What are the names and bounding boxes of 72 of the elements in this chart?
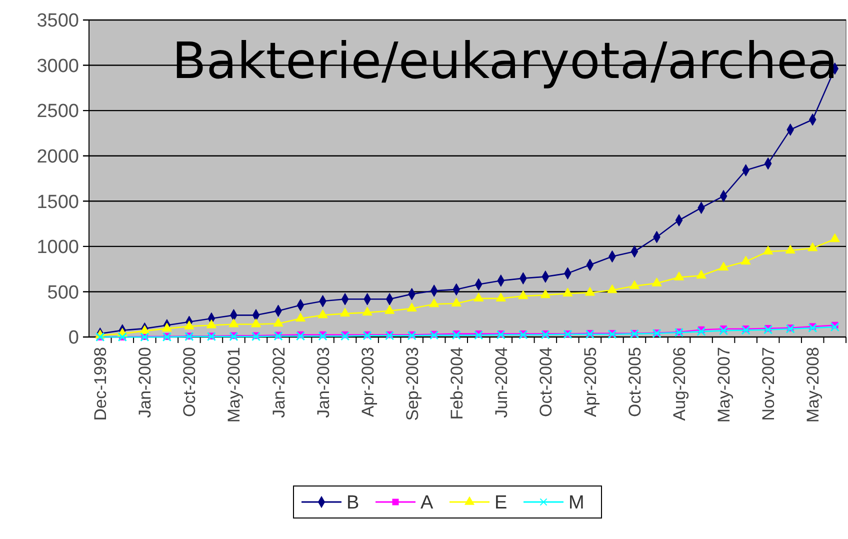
point — [808, 242, 818, 252]
y-tick-label: 500 — [47, 282, 79, 304]
x-tick-label: Apr-2005 — [580, 347, 600, 417]
point — [429, 298, 440, 308]
x-tick-label: Jun-2004 — [492, 347, 511, 418]
x-tick-label: Oct-2004 — [536, 347, 556, 417]
point — [140, 325, 150, 334]
point — [250, 318, 262, 328]
point — [629, 280, 640, 290]
point — [562, 288, 573, 296]
x-tick-label: Jan-2000 — [136, 347, 155, 418]
legend-label: B — [346, 492, 360, 514]
point — [273, 318, 284, 327]
legend-label: M — [568, 492, 584, 514]
x-tick-label: Oct-2005 — [625, 347, 644, 417]
point — [785, 244, 796, 254]
legend-label: E — [494, 492, 508, 514]
point — [296, 332, 306, 341]
point — [318, 309, 328, 318]
x-tick-label: Sep-2003 — [402, 347, 422, 421]
point — [362, 306, 372, 316]
point — [696, 270, 706, 279]
point — [518, 290, 528, 300]
point — [496, 292, 506, 302]
point — [652, 277, 662, 286]
point — [718, 326, 728, 336]
x-tick-label: May-2008 — [804, 347, 823, 423]
point — [607, 284, 618, 294]
x-tick-label: Apr-2003 — [358, 347, 378, 417]
point — [584, 286, 596, 296]
point — [228, 318, 239, 328]
y-tick-label: 3500 — [36, 10, 79, 32]
point — [295, 312, 306, 322]
point — [808, 323, 818, 333]
y-tick-label: 0 — [68, 328, 79, 349]
point — [406, 302, 417, 312]
x-tick-label: Jan-2002 — [269, 347, 288, 418]
point — [452, 330, 461, 340]
point — [318, 332, 328, 341]
point — [830, 233, 840, 242]
point — [162, 322, 172, 332]
point — [384, 305, 395, 314]
x-tick-label: Oct-2000 — [180, 347, 200, 417]
point — [340, 332, 350, 341]
x-tick-label: Aug-2006 — [670, 347, 690, 421]
point — [474, 330, 484, 340]
point — [741, 326, 750, 335]
point — [474, 292, 484, 302]
x-tick-label: Jan-2003 — [314, 347, 333, 418]
point — [206, 319, 217, 328]
point — [540, 289, 550, 298]
point — [451, 298, 462, 307]
point — [184, 320, 194, 330]
x-tick-label: May-2001 — [224, 347, 244, 423]
point — [763, 246, 774, 255]
point — [740, 256, 751, 265]
x-tick-label: Feb-2004 — [447, 347, 466, 420]
y-tick-label: 1000 — [36, 237, 79, 258]
point — [674, 272, 684, 280]
y-tick-label: 2000 — [36, 146, 79, 168]
x-tick-label: May-2007 — [714, 347, 734, 423]
point — [340, 308, 350, 317]
x-tick-label: Dec-1998 — [91, 347, 110, 421]
y-tick-label: 1500 — [36, 192, 79, 213]
legend-label: A — [420, 492, 434, 514]
x-tick-label: Nov-2007 — [759, 347, 778, 421]
point — [830, 322, 840, 332]
point — [696, 326, 706, 336]
y-tick-label: 2500 — [36, 101, 79, 122]
point — [763, 325, 773, 334]
point — [718, 262, 729, 271]
y-tick-label: 3000 — [36, 56, 79, 77]
